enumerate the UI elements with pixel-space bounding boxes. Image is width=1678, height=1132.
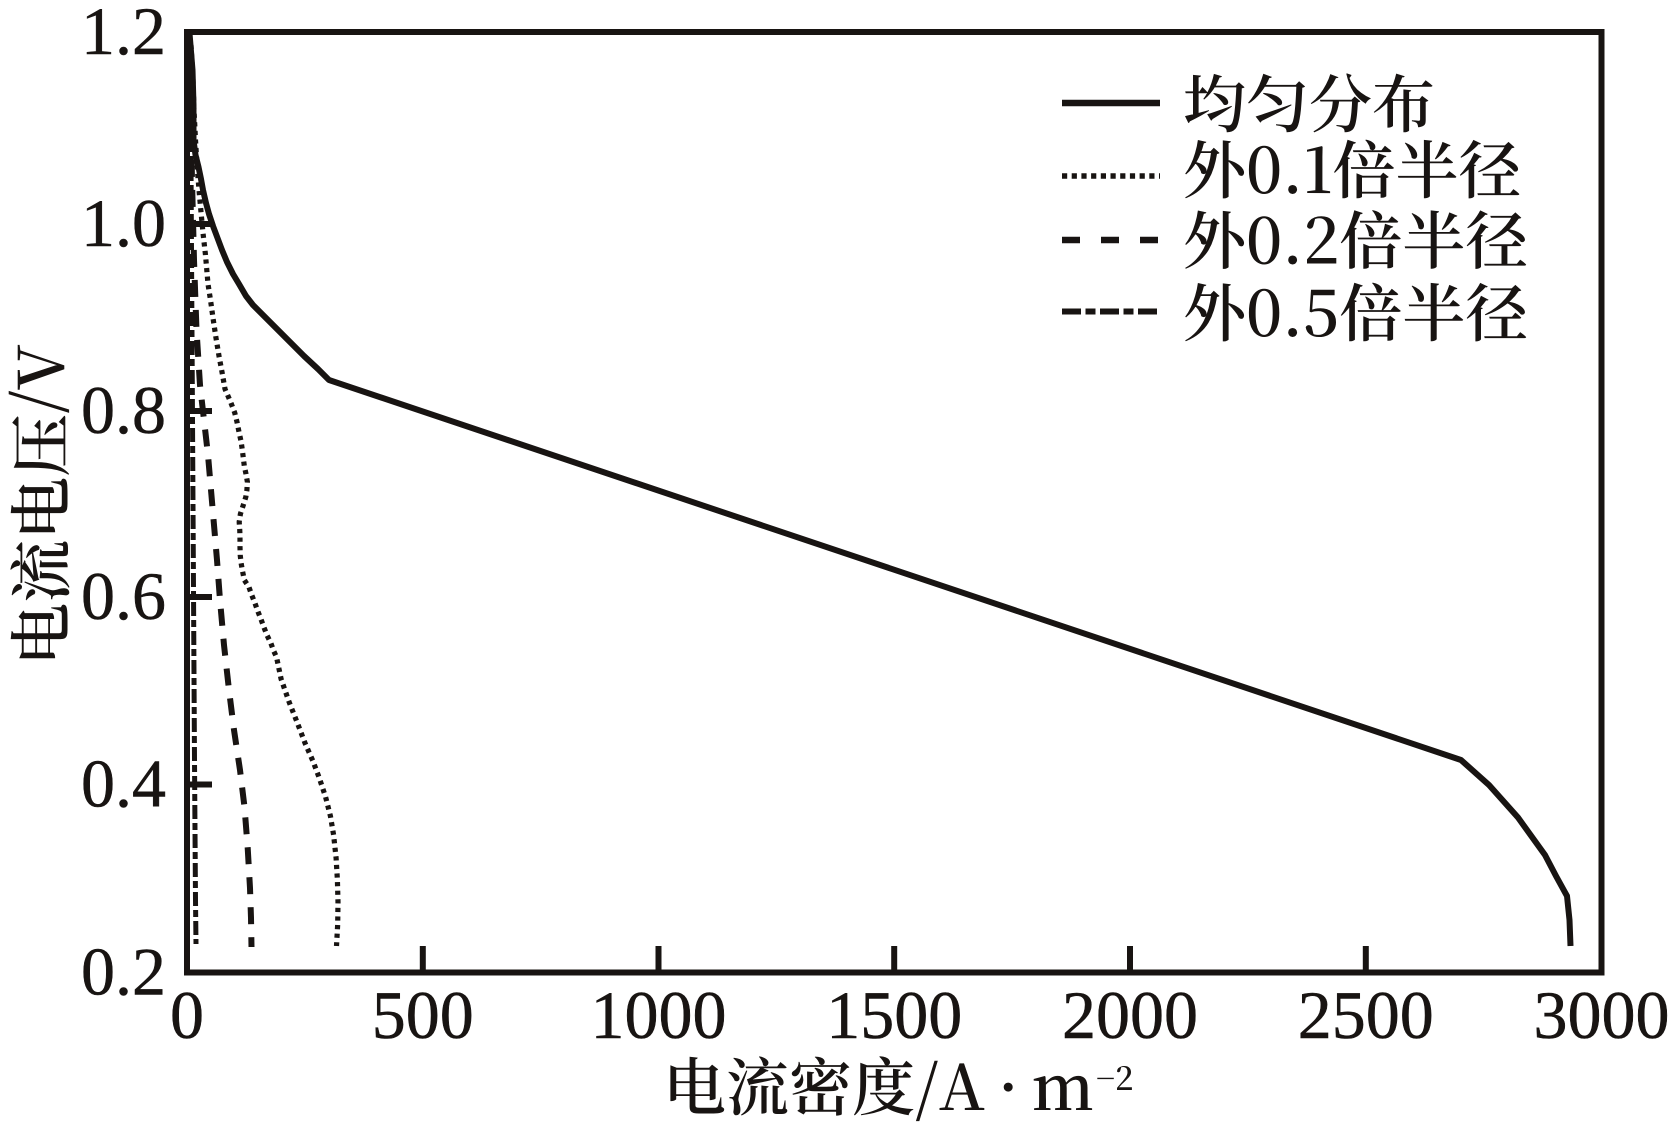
svg-text:0.4: 0.4: [81, 746, 166, 822]
svg-text:0.2: 0.2: [81, 934, 166, 1010]
svg-text:1000: 1000: [591, 977, 727, 1053]
svg-text:500: 500: [372, 977, 474, 1053]
svg-text:0.8: 0.8: [81, 372, 166, 448]
svg-text:2000: 2000: [1062, 977, 1198, 1053]
svg-text:1.0: 1.0: [81, 185, 166, 261]
svg-text:3000: 3000: [1534, 977, 1670, 1053]
svg-text:1.2: 1.2: [81, 0, 166, 69]
svg-text:0: 0: [170, 977, 204, 1053]
svg-text:0.6: 0.6: [81, 558, 166, 634]
svg-text:1500: 1500: [826, 977, 962, 1053]
svg-text:2500: 2500: [1298, 977, 1434, 1053]
